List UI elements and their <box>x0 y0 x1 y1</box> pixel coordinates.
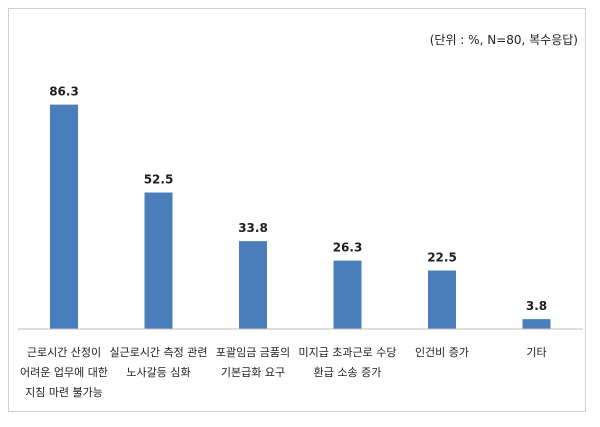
category-label-4-line-1: 미지급 초과근로 수당 <box>298 346 396 359</box>
unit-note: (단위 : %, N=80, 복수응답) <box>430 33 578 47</box>
bar-4 <box>333 260 362 329</box>
bar-6 <box>522 319 551 329</box>
category-label-5-line-1: 인건비 증가 <box>415 346 469 359</box>
value-labels-group: 86.3 52.5 33.8 26.3 22.5 3.8 <box>49 85 547 313</box>
category-label-3-line-1: 포괄임금 금품의 <box>216 346 290 359</box>
bar-5 <box>428 270 456 329</box>
bar-2 <box>144 192 173 329</box>
value-label-3: 33.8 <box>238 221 268 235</box>
chart-frame <box>8 8 586 412</box>
bar-1 <box>50 104 78 330</box>
value-label-1: 86.3 <box>49 85 79 99</box>
value-label-2: 52.5 <box>144 173 174 187</box>
category-label-1-line-2: 어려운 업무에 대한 <box>20 366 108 379</box>
value-label-5: 22.5 <box>427 251 457 265</box>
category-label-6-line-1: 기타 <box>526 346 546 359</box>
category-label-4-line-2: 환급 소송 증가 <box>314 366 382 379</box>
value-label-4: 26.3 <box>333 241 363 255</box>
category-label-2-line-1: 실근로시간 측정 관련 <box>109 346 207 359</box>
category-label-1-line-3: 지침 마련 불가능 <box>25 386 103 399</box>
bars-group <box>50 104 551 330</box>
value-label-6: 3.8 <box>526 299 547 313</box>
category-label-2-line-2: 노사갈등 심화 <box>126 365 190 379</box>
category-label-3-line-2: 기본급화 요구 <box>221 366 285 379</box>
bar-3 <box>239 241 267 329</box>
category-label-1-line-1: 근로시간 산정이 <box>27 346 101 359</box>
